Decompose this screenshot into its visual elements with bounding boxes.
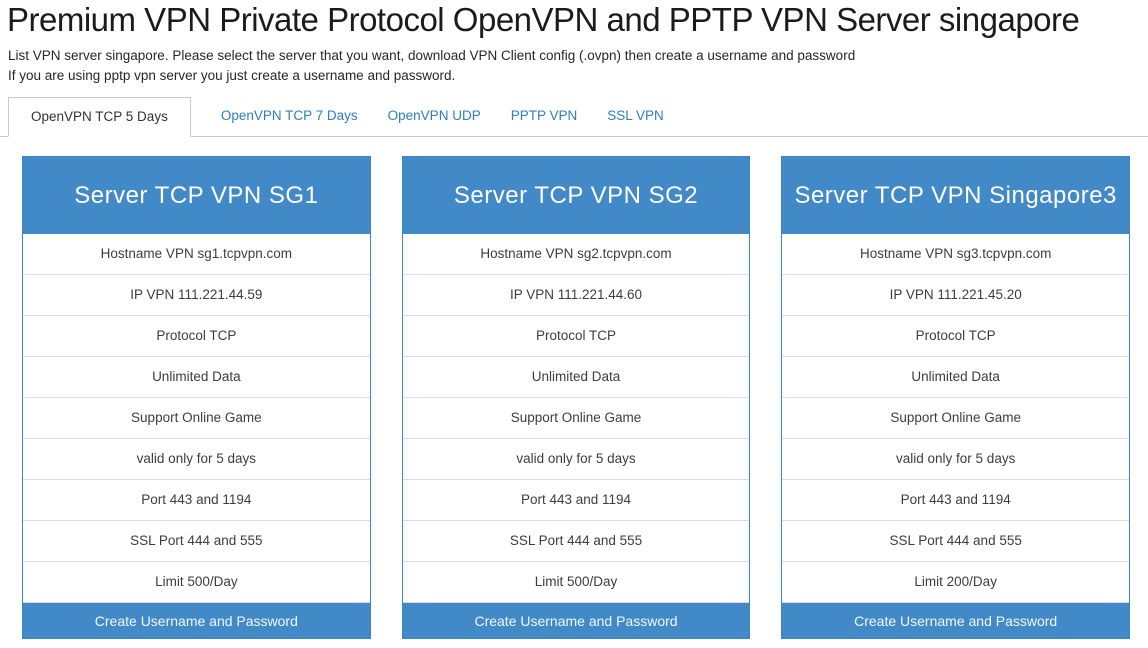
- tab-bar: OpenVPN TCP 5 Days OpenVPN TCP 7 Days Op…: [0, 97, 1148, 137]
- server-card-title: Server TCP VPN Singapore3: [782, 157, 1130, 234]
- ip-row: IP VPN 111.221.45.20: [782, 275, 1130, 316]
- server-card-sg2: Server TCP VPN SG2 Hostname VPN sg2.tcpv…: [401, 156, 751, 639]
- ssl-port-row: SSL Port 444 and 555: [782, 521, 1130, 562]
- ssl-port-row: SSL Port 444 and 555: [402, 521, 750, 562]
- server-card-title: Server TCP VPN SG1: [23, 157, 370, 234]
- hostname-row: Hostname VPN sg3.tcpvpn.com: [782, 234, 1130, 275]
- daily-limit-row: Limit 500/Day: [402, 562, 750, 603]
- daily-limit-row: Limit 200/Day: [782, 562, 1130, 603]
- protocol-row: Protocol TCP: [23, 316, 370, 357]
- hostname-row: Hostname VPN sg2.tcpvpn.com: [402, 234, 750, 275]
- validity-row: valid only for 5 days: [402, 439, 750, 480]
- ssl-port-row: SSL Port 444 and 555: [23, 521, 370, 562]
- data-limit-row: Unlimited Data: [782, 357, 1130, 398]
- data-limit-row: Unlimited Data: [402, 357, 750, 398]
- validity-row: valid only for 5 days: [23, 439, 370, 480]
- port-row: Port 443 and 1194: [23, 480, 370, 521]
- hostname-row: Hostname VPN sg1.tcpvpn.com: [23, 234, 370, 275]
- ip-row: IP VPN 111.221.44.60: [402, 275, 750, 316]
- port-row: Port 443 and 1194: [402, 480, 750, 521]
- create-username-button[interactable]: Create Username and Password: [782, 603, 1130, 638]
- port-row: Port 443 and 1194: [782, 480, 1130, 521]
- data-limit-row: Unlimited Data: [23, 357, 370, 398]
- validity-row: valid only for 5 days: [782, 439, 1130, 480]
- create-username-button[interactable]: Create Username and Password: [23, 603, 370, 638]
- server-card-title: Server TCP VPN SG2: [402, 157, 750, 234]
- game-support-row: Support Online Game: [782, 398, 1130, 439]
- page-title: Premium VPN Private Protocol OpenVPN and…: [7, 1, 1080, 38]
- tab-pptp-vpn[interactable]: PPTP VPN: [510, 108, 578, 123]
- game-support-row: Support Online Game: [23, 398, 370, 439]
- create-username-button[interactable]: Create Username and Password: [402, 603, 750, 638]
- tab-openvpn-tcp-5-days[interactable]: OpenVPN TCP 5 Days: [8, 97, 191, 137]
- page-description: List VPN server singapore. Please select…: [8, 46, 1148, 86]
- description-line-2: If you are using pptp vpn server you jus…: [8, 68, 456, 83]
- tab-openvpn-udp[interactable]: OpenVPN UDP: [387, 108, 481, 123]
- tab-openvpn-tcp-7-days[interactable]: OpenVPN TCP 7 Days: [220, 108, 358, 123]
- game-support-row: Support Online Game: [402, 398, 750, 439]
- server-card-singapore3: Server TCP VPN Singapore3 Hostname VPN s…: [781, 156, 1131, 639]
- ip-row: IP VPN 111.221.44.59: [23, 275, 370, 316]
- description-line-1: List VPN server singapore. Please select…: [8, 48, 856, 63]
- protocol-row: Protocol TCP: [782, 316, 1130, 357]
- daily-limit-row: Limit 500/Day: [23, 562, 370, 603]
- server-card-sg1: Server TCP VPN SG1 Hostname VPN sg1.tcpv…: [22, 156, 371, 639]
- server-cards: Server TCP VPN SG1 Hostname VPN sg1.tcpv…: [0, 137, 1148, 639]
- protocol-row: Protocol TCP: [402, 316, 750, 357]
- tab-ssl-vpn[interactable]: SSL VPN: [607, 108, 664, 123]
